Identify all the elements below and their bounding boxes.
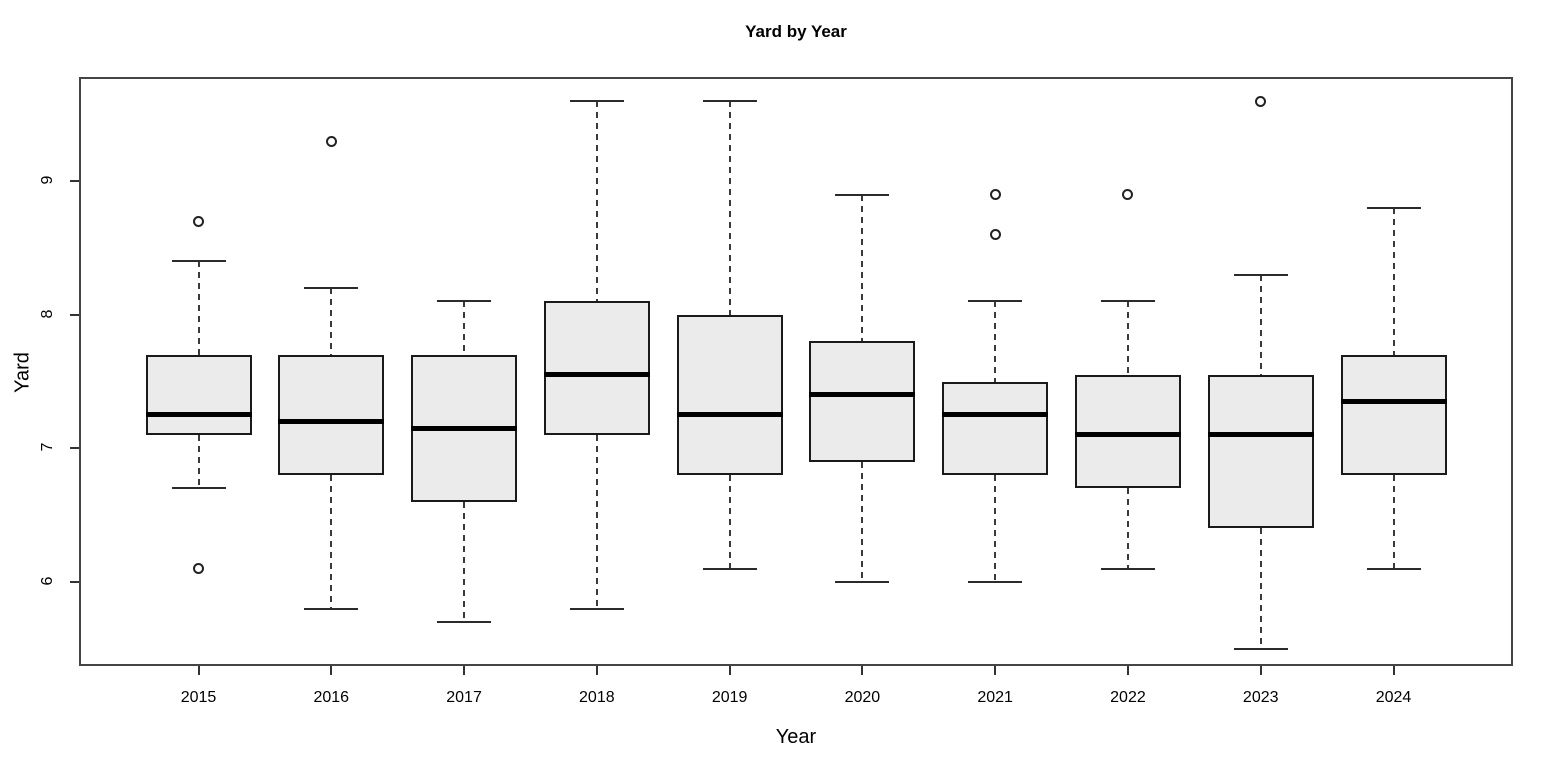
x-tick-label: 2024 <box>1375 689 1412 706</box>
x-axis-label: Year <box>775 726 817 748</box>
outlier-point <box>1122 189 1134 201</box>
lower-whisker-cap <box>1100 567 1155 570</box>
upper-whisker <box>1126 301 1129 375</box>
lower-whisker <box>463 501 466 622</box>
lower-whisker-cap <box>968 580 1023 583</box>
median-line-2016 <box>278 419 385 425</box>
outlier-point <box>989 229 1001 241</box>
iqr-box-2024 <box>1340 354 1447 475</box>
x-tick-label: 2018 <box>579 689 615 706</box>
x-tick-label: 2015 <box>180 689 217 706</box>
median-line-2022 <box>1074 432 1181 438</box>
y-tick-label: 6 <box>39 576 56 586</box>
lower-whisker-cap <box>437 620 492 623</box>
lower-whisker <box>1259 528 1262 649</box>
y-axis-tick <box>70 313 79 316</box>
lower-whisker <box>330 475 333 609</box>
upper-whisker-cap <box>437 300 492 303</box>
y-axis-label: Yard <box>11 352 34 393</box>
median-line-2015 <box>145 412 252 418</box>
upper-whisker <box>197 261 200 355</box>
upper-whisker-cap <box>702 100 757 103</box>
median-line-2018 <box>543 372 650 378</box>
upper-whisker-cap <box>569 100 624 103</box>
upper-whisker-cap <box>1233 273 1288 276</box>
lower-whisker-cap <box>1366 567 1421 570</box>
x-tick-label: 2017 <box>446 689 482 706</box>
x-tick-label: 2016 <box>313 689 350 706</box>
y-tick-label: 8 <box>39 309 56 319</box>
x-axis-tick <box>595 666 598 675</box>
outlier-point <box>193 563 204 574</box>
iqr-box-2019 <box>676 314 783 475</box>
x-axis-tick <box>994 666 997 675</box>
iqr-box-2018 <box>543 301 650 435</box>
x-axis-tick <box>1259 666 1262 675</box>
y-tick-label: 7 <box>39 442 56 452</box>
median-line-2020 <box>809 392 916 398</box>
outlier-point <box>325 135 337 147</box>
x-axis-tick <box>1126 666 1129 675</box>
upper-whisker-cap <box>304 287 359 290</box>
iqr-box-2020 <box>809 341 916 462</box>
y-axis-tick <box>70 580 79 583</box>
upper-whisker <box>1259 274 1262 375</box>
upper-whisker-cap <box>1366 206 1421 209</box>
lower-whisker <box>595 434 598 609</box>
x-axis-tick <box>330 666 333 675</box>
x-tick-label: 2019 <box>711 689 748 706</box>
iqr-box-2021 <box>942 381 1049 475</box>
lower-whisker-cap <box>569 607 624 610</box>
median-line-2023 <box>1207 432 1314 438</box>
upper-whisker <box>861 194 864 342</box>
x-axis-tick <box>463 666 466 675</box>
lower-whisker <box>197 434 200 489</box>
y-axis-tick <box>70 180 79 183</box>
upper-whisker-cap <box>835 193 890 196</box>
lower-whisker <box>994 475 997 582</box>
x-tick-label: 2021 <box>977 689 1013 706</box>
lower-whisker <box>728 475 731 569</box>
upper-whisker-cap <box>1100 300 1155 303</box>
outlier-point <box>989 189 1001 201</box>
lower-whisker-cap <box>835 580 890 583</box>
iqr-box-2023 <box>1207 374 1314 529</box>
median-line-2021 <box>942 412 1049 418</box>
outlier-point <box>1255 95 1267 107</box>
median-line-2019 <box>676 412 783 418</box>
iqr-box-2022 <box>1074 374 1181 489</box>
upper-whisker <box>595 101 598 302</box>
lower-whisker-cap <box>702 567 757 570</box>
lower-whisker-cap <box>171 487 226 490</box>
upper-whisker <box>728 101 731 315</box>
median-line-2024 <box>1340 399 1447 405</box>
y-axis-tick <box>70 447 79 450</box>
chart-title: Yard by Year <box>745 22 847 41</box>
upper-whisker-cap <box>171 260 226 263</box>
lower-whisker <box>1126 488 1129 569</box>
x-axis-tick <box>728 666 731 675</box>
x-axis-tick <box>861 666 864 675</box>
lower-whisker-cap <box>1233 647 1288 650</box>
outlier-point <box>193 215 204 227</box>
upper-whisker <box>1392 207 1395 355</box>
upper-whisker <box>994 301 997 382</box>
x-axis-tick <box>197 666 200 675</box>
upper-whisker <box>330 288 333 355</box>
x-tick-label: 2023 <box>1242 689 1279 706</box>
x-axis-tick <box>1392 666 1395 675</box>
median-line-2017 <box>411 425 518 431</box>
upper-whisker-cap <box>968 300 1023 303</box>
lower-whisker <box>1392 475 1395 569</box>
upper-whisker <box>463 301 466 355</box>
lower-whisker <box>861 461 864 582</box>
iqr-box-2016 <box>278 354 385 475</box>
iqr-box-2015 <box>145 354 252 435</box>
x-tick-label: 2022 <box>1110 689 1146 706</box>
y-tick-label: 9 <box>39 175 56 185</box>
x-tick-label: 2020 <box>844 689 881 706</box>
lower-whisker-cap <box>304 607 359 610</box>
